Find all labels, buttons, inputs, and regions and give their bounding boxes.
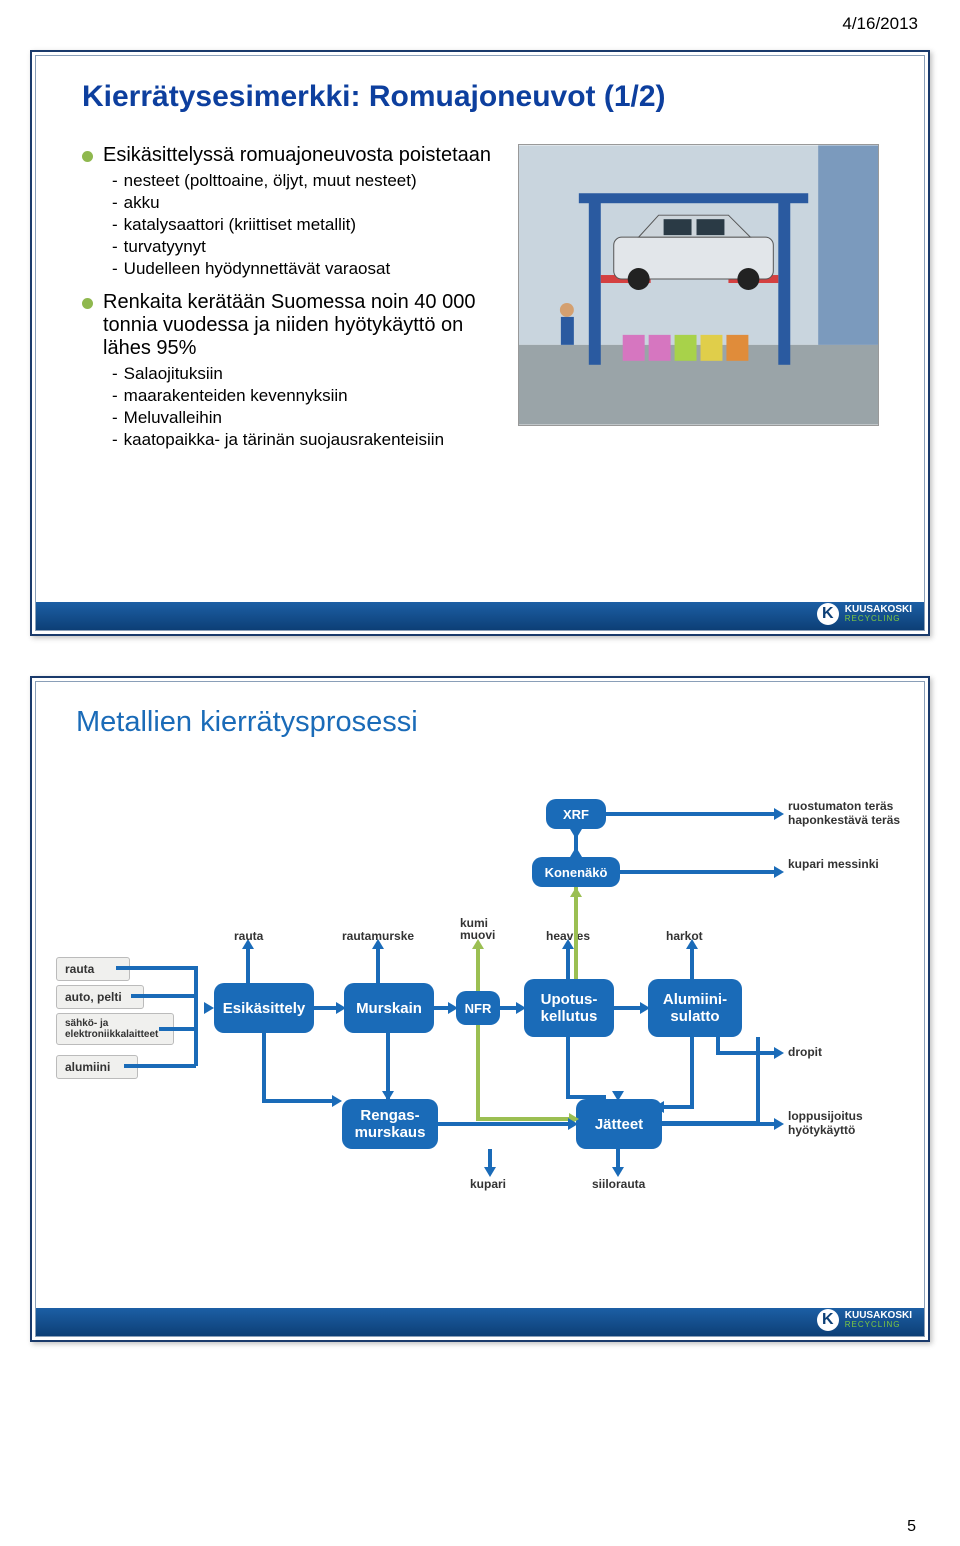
fc-node-xrf: XRF xyxy=(546,799,606,829)
slide-1: Kierrätysesimerkki: Romuajoneuvot (1/2) … xyxy=(30,50,930,636)
fc-node-rengas: Rengas-murskaus xyxy=(342,1099,438,1149)
fc-node-jatteet: Jätteet xyxy=(576,1099,662,1149)
fc-node-esikasittely: Esikäsittely xyxy=(214,983,314,1033)
slide1-workshop-image xyxy=(518,144,877,452)
bullet-main: Esikäsittelyssä romuajoneuvosta poisteta… xyxy=(82,144,506,167)
slide1-text-block: Esikäsittelyssä romuajoneuvosta poisteta… xyxy=(82,144,506,452)
logo-mark: K xyxy=(817,603,839,625)
fc-label: rauta xyxy=(234,929,263,943)
logo-sub: RECYCLING xyxy=(845,1321,912,1329)
slide2-title: Metallien kierrätysprosessi xyxy=(76,706,904,739)
bullet-sub: -katalysaattori (kriittiset metallit) xyxy=(112,215,506,235)
slide1-title: Kierrätysesimerkki: Romuajoneuvot (1/2) xyxy=(82,80,898,114)
logo-sub: RECYCLING xyxy=(845,615,912,623)
workshop-illustration xyxy=(518,144,879,426)
slide-footer: K KUUSAKOSKI RECYCLING xyxy=(36,602,924,630)
bullet-sub: -Meluvalleihin xyxy=(112,408,506,428)
bullet-sub: -Salaojituksiin xyxy=(112,364,506,384)
bullet-sub: -turvatyynyt xyxy=(112,237,506,257)
bullet-sub: -akku xyxy=(112,193,506,213)
logo: K KUUSAKOSKI RECYCLING xyxy=(817,1307,912,1333)
fc-input: sähkö- ja elektroniikkalaitteet xyxy=(56,1013,174,1045)
fc-node-nfr: NFR xyxy=(456,991,500,1025)
fc-node-upotus: Upotus-kellutus xyxy=(524,979,614,1037)
fc-node-alumiini: Alumiini-sulatto xyxy=(648,979,742,1037)
bullet-text: Esikäsittelyssä romuajoneuvosta poisteta… xyxy=(103,144,491,167)
fc-label: ruostumaton teräs haponkestävä teräs xyxy=(788,799,918,828)
fc-label: loppusijoitus hyötykäyttö xyxy=(788,1109,898,1138)
fc-label: kupari xyxy=(470,1177,506,1191)
flowchart: rauta auto, pelti sähkö- ja elektroniikk… xyxy=(56,799,904,1229)
bullet-sub: -maarakenteiden kevennyksiin xyxy=(112,386,506,406)
fc-label: kumi muovi xyxy=(460,917,504,941)
bullet-sub: -Uudelleen hyödynnettävät varaosat xyxy=(112,259,506,279)
logo-mark: K xyxy=(817,1309,839,1331)
bullet-icon xyxy=(82,151,93,162)
fc-node-konenako: Konenäkö xyxy=(532,857,620,887)
slide-footer: K KUUSAKOSKI RECYCLING xyxy=(36,1308,924,1336)
bullet-sub: -nesteet (polttoaine, öljyt, muut nestee… xyxy=(112,171,506,191)
page-number: 5 xyxy=(907,1518,916,1536)
bullet-sub: -kaatopaikka- ja tärinän suojausrakentei… xyxy=(112,430,506,450)
fc-label: siilorauta xyxy=(592,1177,645,1191)
fc-label: rautamurske xyxy=(342,929,414,943)
bullet-text: Renkaita kerätään Suomessa noin 40 000 t… xyxy=(103,291,506,360)
fc-label: kupari messinki xyxy=(788,857,888,871)
logo: K KUUSAKOSKI RECYCLING xyxy=(817,601,912,627)
bullet-icon xyxy=(82,298,93,309)
fc-node-murskain: Murskain xyxy=(344,983,434,1033)
bullet-main: Renkaita kerätään Suomessa noin 40 000 t… xyxy=(82,291,506,360)
fc-label: harkot xyxy=(666,929,703,943)
page-date: 4/16/2013 xyxy=(0,0,960,40)
fc-label: heavies xyxy=(546,929,590,943)
slide-2: Metallien kierrätysprosessi rauta auto, … xyxy=(30,676,930,1342)
fc-label: dropit xyxy=(788,1045,822,1059)
